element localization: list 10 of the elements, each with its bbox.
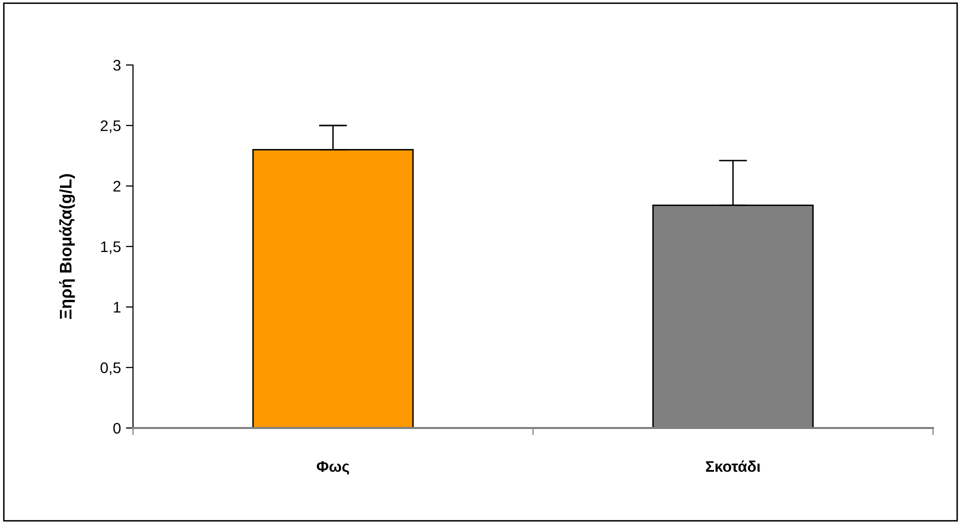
x-tick-label: Σκοτάδι — [706, 460, 760, 472]
y-tick-label: 0 — [113, 422, 121, 434]
y-tick-label: 2,5 — [100, 120, 121, 133]
y-tick-label: 3 — [113, 60, 121, 71]
y-tick-label: 1,5 — [101, 242, 121, 254]
y-axis-title: Ξηρή Βιομάζα(g/L) — [59, 174, 75, 320]
y-tick-label: 0,5 — [100, 362, 121, 375]
y-tick-label: 2 — [113, 180, 120, 192]
x-tick-label: Φως — [316, 461, 350, 475]
y-tick-label: 1 — [114, 302, 120, 313]
